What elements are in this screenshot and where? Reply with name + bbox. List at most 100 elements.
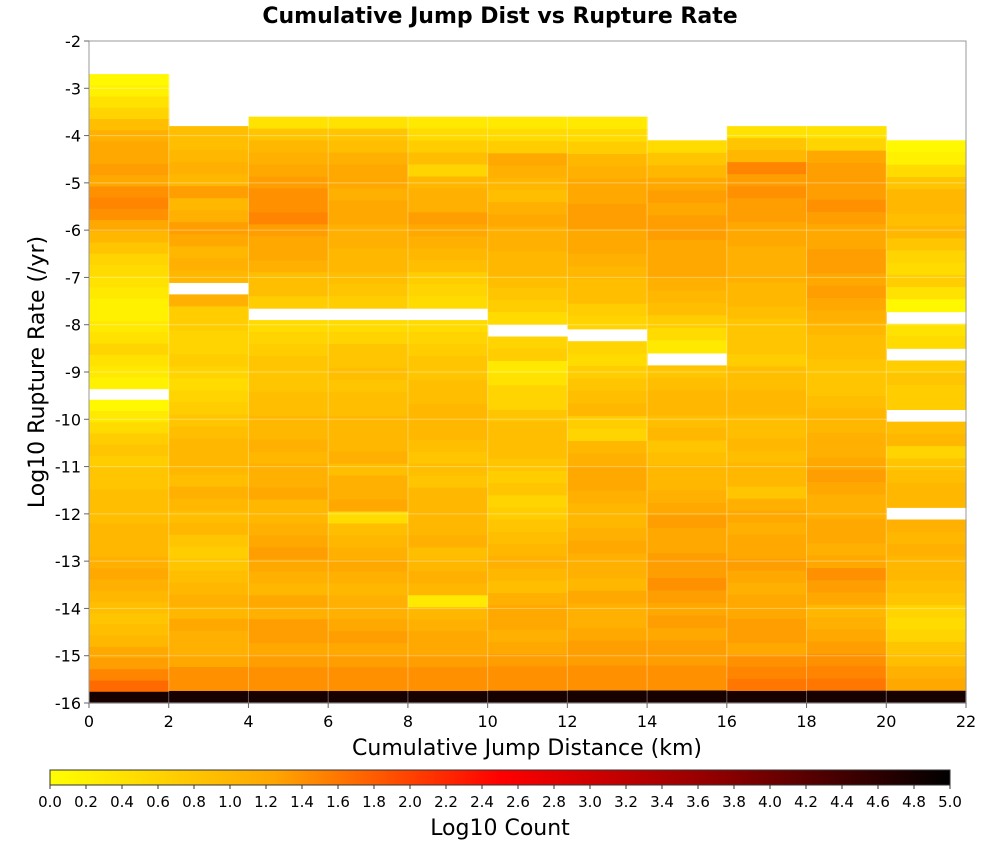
heatmap-cell	[168, 306, 250, 320]
heatmap-cell	[726, 306, 808, 320]
heatmap-cell	[567, 690, 648, 704]
heatmap-cell	[328, 332, 409, 345]
heatmap-cell	[328, 463, 409, 477]
heatmap-cell	[806, 236, 887, 250]
heatmap-cell	[407, 643, 489, 656]
heatmap-cell	[567, 241, 648, 255]
heatmap-cell	[487, 605, 568, 619]
heatmap-cell	[168, 390, 250, 404]
heatmap-cell	[647, 490, 728, 504]
heatmap-cell	[407, 583, 489, 596]
heatmap-cell	[886, 274, 967, 288]
heatmap-cell	[407, 655, 489, 668]
heatmap-cell	[806, 310, 887, 324]
heatmap-cell	[248, 188, 329, 202]
heatmap-cell	[726, 162, 808, 175]
heatmap-cell	[168, 378, 250, 392]
heatmap-cell	[726, 534, 808, 548]
heatmap-cell	[248, 128, 329, 142]
heatmap-cell	[647, 140, 728, 154]
heatmap-cell	[89, 276, 170, 289]
heatmap-cell	[168, 594, 250, 608]
heatmap-cell	[248, 463, 329, 477]
colorbar-tick-label: 2.2	[434, 793, 458, 811]
heatmap-cell	[726, 174, 808, 187]
heatmap-cell	[886, 568, 967, 582]
heatmap-cell	[567, 366, 648, 380]
heatmap-cell	[726, 486, 808, 500]
heatmap-cell	[886, 384, 967, 398]
heatmap-cell	[806, 617, 887, 630]
heatmap-cell	[567, 154, 648, 168]
heatmap-cell	[886, 482, 967, 496]
heatmap-cell	[168, 270, 250, 283]
heatmap-cell	[248, 439, 329, 453]
heatmap-cell	[886, 213, 967, 227]
heatmap-cell	[89, 444, 170, 457]
heatmap-cell	[328, 595, 409, 608]
heatmap-cell	[886, 666, 967, 680]
heatmap-cell	[806, 604, 887, 618]
heatmap-cell	[726, 390, 808, 404]
heatmap-cell	[806, 432, 887, 446]
heatmap-cell	[487, 654, 568, 667]
heatmap-cell	[89, 635, 170, 648]
heatmap-cell	[886, 189, 967, 203]
heatmap-cell	[248, 475, 329, 489]
heatmap-cell	[407, 367, 489, 381]
heatmap-cell	[487, 385, 568, 399]
heatmap-cell	[886, 690, 967, 704]
heatmap-cell	[647, 365, 728, 379]
colorbar-tick-label: 0.6	[146, 793, 170, 811]
heatmap-cell	[328, 691, 409, 704]
heatmap-cell	[886, 519, 967, 533]
heatmap-cell	[328, 188, 409, 202]
heatmap-cell	[487, 275, 568, 289]
heatmap-cell	[248, 667, 329, 680]
heatmap-cell	[726, 366, 808, 380]
heatmap-cell	[89, 208, 170, 221]
heatmap-cell	[487, 128, 568, 142]
heatmap-cell	[407, 427, 489, 441]
heatmap-cell	[487, 470, 568, 484]
heatmap-cell	[726, 630, 808, 644]
heatmap-cell	[647, 377, 728, 391]
colorbar-tick-label: 4.0	[758, 793, 782, 811]
heatmap-cell	[407, 212, 489, 225]
x-tick-label: 22	[956, 712, 976, 731]
heatmap-cell	[487, 360, 568, 374]
colorbar-tick-label: 5.0	[938, 793, 962, 811]
heatmap-cell	[886, 556, 967, 570]
heatmap-cell	[567, 515, 648, 529]
heatmap-cell	[726, 642, 808, 656]
heatmap-cell	[248, 415, 329, 429]
y-tick-label: -2	[65, 32, 81, 51]
colorbar-tick-label: 3.8	[722, 793, 746, 811]
heatmap-cell	[647, 152, 728, 166]
heatmap-cell	[806, 592, 887, 606]
heatmap-cell	[89, 601, 170, 614]
heatmap-cell	[328, 415, 409, 429]
heatmap-cell	[567, 678, 648, 692]
heatmap-cell	[89, 141, 170, 154]
heatmap-cell	[487, 531, 568, 545]
heatmap-cell	[89, 624, 170, 637]
heatmap-cell	[487, 690, 568, 704]
heatmap-cell	[487, 629, 568, 643]
heatmap-cell	[248, 427, 329, 441]
heatmap-cell	[168, 618, 250, 632]
heatmap-cell	[89, 557, 170, 569]
heatmap-cell	[328, 284, 409, 297]
heatmap-cell	[487, 348, 568, 362]
heatmap-cell	[567, 528, 648, 542]
heatmap-cell	[886, 592, 967, 606]
heatmap-cell	[407, 523, 489, 537]
colorbar-tick-label: 1.8	[362, 793, 386, 811]
heatmap-cell	[886, 458, 967, 472]
heatmap-cell	[806, 445, 887, 459]
heatmap-cell	[248, 320, 329, 333]
heatmap-cell	[407, 152, 489, 166]
heatmap-cell	[248, 571, 329, 584]
y-tick-label: -8	[65, 316, 81, 335]
